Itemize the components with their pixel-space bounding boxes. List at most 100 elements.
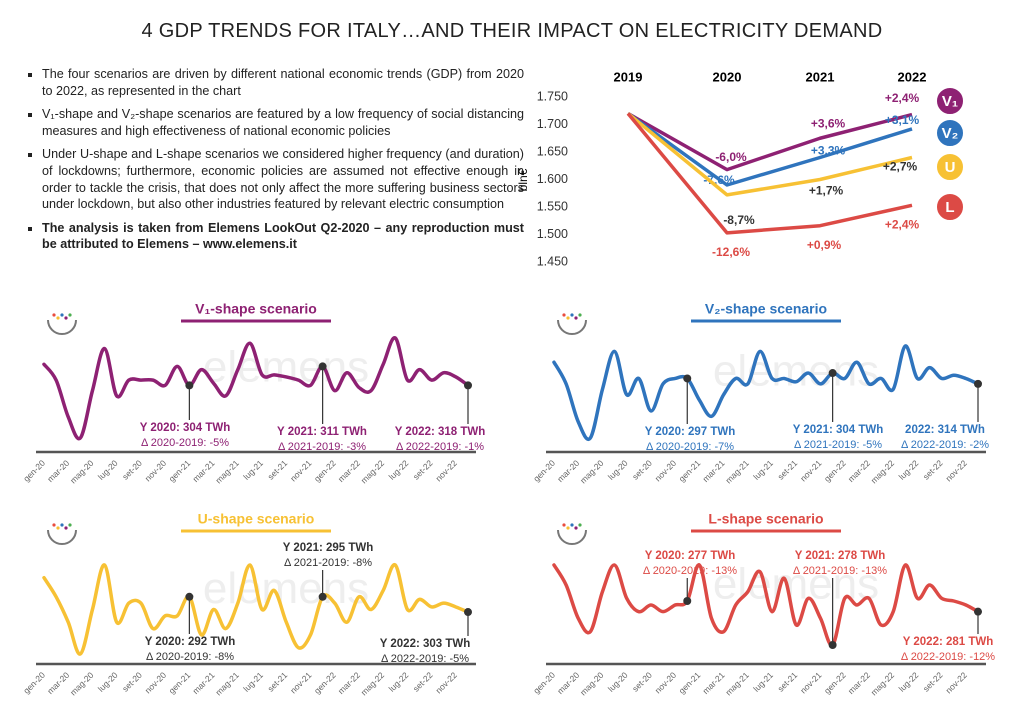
gdp-line (626, 112, 913, 187)
x-tick-label: mar-20 (45, 458, 71, 484)
y-tick-label: 1.650 (537, 144, 568, 158)
x-tick-label: gen-20 (531, 458, 557, 484)
x-tick-label: nov-20 (653, 458, 679, 484)
annotation-title: Y 2020: 304 TWh (140, 422, 231, 434)
logo-dot (562, 523, 566, 527)
change-label: +2,4% (885, 91, 920, 105)
bullet-note: The analysis is taken from Elemens LookO… (42, 220, 524, 253)
gdp-line (626, 112, 913, 235)
change-label: -8,7% (723, 213, 755, 227)
logo-dot (56, 526, 60, 530)
annotation-title: Y 2020: 292 TWh (145, 636, 236, 648)
gdp-line (627, 111, 913, 172)
annotation-title: 2022: 314 TWh (905, 424, 985, 436)
annotation-title: Y 2022: 303 TWh (380, 638, 471, 650)
pin (464, 381, 472, 390)
annotation-title: Y 2022: 281 TWh (903, 636, 994, 648)
x-tick-label: gen-20 (21, 670, 47, 696)
x-tick-label: mar-20 (555, 670, 581, 696)
panel-title: L-shape scenario (708, 511, 823, 527)
logo-dot (570, 313, 574, 317)
x-tick-label: mag-20 (68, 458, 96, 486)
x-tick-label: set-22 (411, 458, 435, 482)
logo-arc (47, 529, 77, 545)
x-tick-label: gen-20 (531, 670, 557, 696)
x-tick-label: set-21 (776, 670, 800, 694)
logo-dot (570, 523, 574, 527)
annotation-title: Y 2020: 297 TWh (645, 426, 736, 438)
x-tick-label: nov-20 (143, 670, 169, 696)
legend-label: V₂ (942, 125, 959, 142)
x-tick-label: nov-20 (653, 670, 679, 696)
x-tick-label: lug-20 (606, 458, 630, 482)
logo-dot (562, 313, 566, 317)
x-tick-label: set-21 (266, 458, 290, 482)
demand-line (42, 336, 470, 441)
x-tick-label: set-20 (120, 458, 144, 482)
logo-dot (578, 523, 582, 527)
annotation-title: Y 2022: 318 TWh (395, 426, 486, 438)
annotation-title: Y 2021: 295 TWh (283, 542, 374, 554)
x-tick-label: set-21 (776, 458, 800, 482)
logo-dot (566, 526, 570, 530)
legend-badge (935, 152, 965, 182)
pin (318, 362, 327, 371)
x-tick-label: set-20 (630, 670, 654, 694)
logo-dot (68, 523, 72, 527)
x-tick-label: 2020 (713, 69, 742, 84)
x-tick-label: lug-22 (387, 458, 411, 482)
logo-dot (52, 313, 56, 317)
logo-arc (557, 529, 587, 545)
demand-line (552, 563, 980, 647)
x-tick-label: gen-21 (167, 458, 193, 484)
legend-label: L (945, 199, 954, 216)
x-tick-label: mag-20 (68, 670, 96, 698)
logo-dot (566, 316, 570, 320)
pin (185, 592, 194, 601)
x-tick-label: mar-22 (336, 670, 362, 696)
x-tick-label: lug-21 (751, 458, 775, 482)
logo-dot (578, 313, 582, 317)
logo-dot (68, 313, 72, 317)
legend-badge (935, 118, 965, 148)
x-tick-label: set-22 (921, 670, 945, 694)
annotation-delta: Δ 2022-2019: -2% (901, 439, 989, 451)
x-tick-label: nov-22 (943, 458, 969, 484)
pin (318, 592, 327, 601)
logo-dot (574, 526, 578, 530)
x-tick-label: lug-22 (897, 670, 921, 694)
watermark: elemens (203, 343, 369, 392)
x-tick-label: mag-21 (213, 458, 241, 486)
x-tick-label: lug-21 (751, 670, 775, 694)
annotation-delta: Δ 2022-2019: -1% (396, 441, 484, 453)
watermark: elemens (713, 347, 879, 396)
x-tick-label: nov-21 (288, 458, 314, 484)
x-tick-label: 2022 (898, 69, 927, 84)
x-tick-label: 2019 (614, 69, 643, 84)
demand-line (552, 344, 980, 441)
logo-arc (557, 319, 587, 335)
x-tick-label: mar-21 (190, 458, 216, 484)
bullet: The four scenarios are driven by differe… (42, 66, 524, 99)
x-tick-label: nov-21 (798, 458, 824, 484)
x-tick-label: mar-20 (555, 458, 581, 484)
x-tick-label: mag-22 (359, 670, 387, 698)
panel-title: V₂-shape scenario (705, 301, 827, 317)
logo-dot (64, 526, 68, 530)
logo-dot (60, 523, 64, 527)
watermark: elemens (203, 564, 369, 613)
y-tick-label: 1.600 (537, 172, 568, 186)
change-label: +2,7% (883, 160, 918, 174)
panel-title: V₁-shape scenario (195, 301, 317, 317)
x-tick-label: gen-22 (312, 458, 338, 484)
gdp-line (626, 112, 913, 197)
change-label: +3,6% (811, 116, 846, 130)
x-tick-label: mar-20 (45, 670, 71, 696)
x-tick-label: lug-22 (387, 670, 411, 694)
change-label: +3,3% (811, 144, 846, 158)
x-tick-label: lug-21 (241, 670, 265, 694)
x-tick-label: lug-20 (96, 458, 120, 482)
x-tick-label: lug-21 (241, 458, 265, 482)
x-tick-label: 2021 (806, 69, 835, 84)
